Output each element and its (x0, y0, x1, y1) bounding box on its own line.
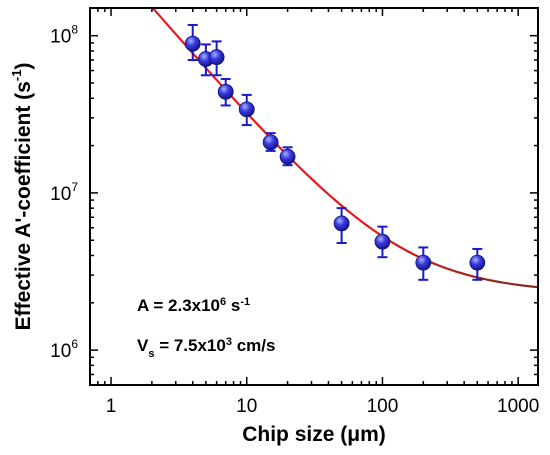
data-marker (217, 83, 234, 100)
data-point (279, 146, 296, 167)
data-marker (279, 148, 296, 165)
y-tick-label: 108 (50, 23, 78, 48)
y-tick-label-exponent: 8 (71, 23, 78, 37)
fit-layer (151, 7, 539, 289)
data-point (374, 225, 391, 259)
x-tick-label: 1000 (497, 396, 539, 417)
x-tick-label: 10 (236, 396, 257, 417)
y-tick-label-base: 10 (50, 341, 71, 362)
x-axis-title: Chip size (μm) (242, 423, 386, 446)
annotation-vs-exponent: 3 (226, 336, 232, 348)
data-marker (238, 101, 255, 118)
data-marker (469, 254, 486, 271)
plot-frame (89, 7, 539, 386)
data-point (238, 93, 255, 127)
annotation-a-unit-exponent: -1 (240, 296, 250, 308)
annotation-a-exponent: 6 (220, 296, 226, 308)
data-marker (262, 134, 279, 151)
data-point (469, 247, 486, 281)
y-tick-label-exponent: 6 (71, 337, 78, 351)
data-point (184, 23, 201, 62)
y-axis-title-close: ) (12, 63, 35, 70)
data-marker (208, 49, 225, 66)
data-marker (184, 35, 201, 52)
annotation-a-unit: s (226, 296, 240, 315)
annotation-vs-value: Vs = 7.5x103 cm/s (137, 336, 275, 360)
y-tick-label-base: 10 (50, 27, 71, 48)
annotation-vs-unit: cm/s (232, 336, 275, 355)
data-point (262, 132, 279, 152)
y-axis-title: Effective A'-coefficient (s-1) (9, 63, 35, 331)
data-marker (374, 233, 391, 250)
data-point (415, 246, 432, 281)
data-point (208, 40, 225, 77)
y-tick-label: 107 (50, 180, 78, 205)
data-marker (415, 254, 432, 271)
annotation-vs-symbol: V (137, 336, 149, 355)
y-tick-label-base: 10 (50, 184, 71, 205)
y-axis-title-exponent: -1 (9, 70, 24, 82)
annotation-vs-subscript: s (148, 348, 154, 360)
y-tick-label: 106 (50, 337, 78, 362)
annotation-vs-prefix: = 7.5x10 (154, 336, 225, 355)
y-axis-title-main: Effective A'-coefficient (s (12, 81, 35, 330)
data-marker (333, 215, 350, 232)
x-axis-ticks: 1 10 100 1000 (89, 8, 539, 417)
x-tick-label: 1 (106, 396, 117, 417)
y-tick-label-exponent: 7 (71, 180, 78, 194)
data-point (217, 78, 234, 107)
x-tick-label: 100 (367, 396, 399, 417)
annotation-a-prefix: A = 2.3x10 (137, 296, 220, 315)
annotation-a-value: A = 2.3x106 s-1 (137, 296, 250, 315)
data-point (333, 207, 350, 245)
fit-curve (151, 7, 539, 289)
data-points-layer (184, 23, 486, 281)
